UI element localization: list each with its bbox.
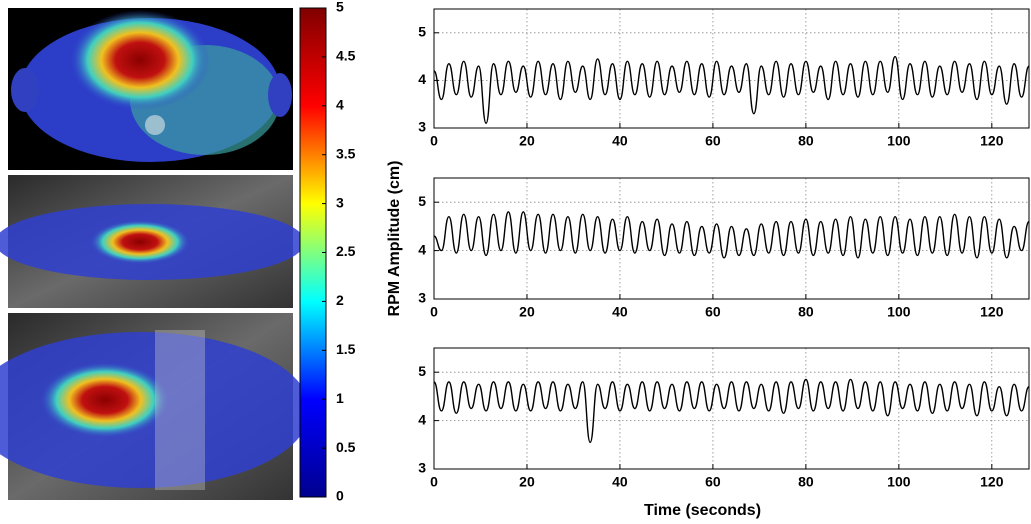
- colorbar-tick-label: 3: [336, 194, 344, 210]
- x-tick-label: 0: [430, 133, 438, 149]
- x-tick-label: 80: [798, 304, 814, 320]
- plot-area: [434, 178, 1029, 299]
- colorbar: [299, 7, 327, 498]
- y-tick-label: 3: [418, 290, 426, 306]
- colorbar-tick-label: 0: [336, 488, 344, 504]
- x-axis-label: Time (seconds): [644, 502, 761, 519]
- signal-line: [433, 211, 1030, 259]
- x-tick-label: 60: [705, 133, 721, 149]
- x-tick-label: 100: [887, 474, 911, 490]
- y-tick-label: 4: [418, 241, 426, 257]
- plot-frame: [433, 347, 1030, 470]
- colorbar-tick-label: 5: [336, 0, 344, 15]
- x-tick-label: 60: [705, 304, 721, 320]
- colorbar-tick-label: 2: [336, 292, 344, 308]
- x-tick-label: 120: [980, 133, 1004, 149]
- y-tick-label: 3: [418, 119, 426, 135]
- plot-area: [434, 9, 1029, 128]
- x-tick-label: 40: [612, 474, 628, 490]
- x-tick-label: 60: [705, 474, 721, 490]
- y-tick-label: 5: [418, 193, 426, 209]
- x-tick-label: 100: [887, 304, 911, 320]
- x-tick-label: 120: [980, 304, 1004, 320]
- x-tick-label: 120: [980, 474, 1004, 490]
- x-tick-label: 80: [798, 133, 814, 149]
- colorbar-tick-label: 3.5: [336, 145, 356, 161]
- x-tick-label: 20: [519, 474, 535, 490]
- x-tick-label: 20: [519, 133, 535, 149]
- colorbar-tick-label: 0.5: [336, 439, 356, 455]
- signal-line: [433, 55, 1030, 124]
- plot-frame: [433, 8, 1030, 129]
- colorbar-tick-label: 1.5: [336, 341, 356, 357]
- y-tick-label: 5: [418, 363, 426, 379]
- colorbar-tick-label: 4.5: [336, 48, 356, 64]
- y-tick-label: 4: [418, 71, 426, 87]
- plot-area: [434, 348, 1029, 469]
- x-tick-label: 20: [519, 304, 535, 320]
- x-tick-label: 40: [612, 133, 628, 149]
- x-tick-label: 100: [887, 133, 911, 149]
- image-coronal: [0, 175, 305, 308]
- y-tick-label: 5: [418, 24, 426, 40]
- y-axis-label: RPM Amplitude (cm): [386, 161, 403, 317]
- colorbar-tick-label: 1: [336, 390, 344, 406]
- x-tick-label: 0: [430, 304, 438, 320]
- x-tick-label: 40: [612, 304, 628, 320]
- y-tick-label: 4: [418, 411, 426, 427]
- colorbar-tick-label: 4: [336, 97, 344, 113]
- image-axial: [8, 8, 293, 170]
- x-tick-label: 80: [798, 474, 814, 490]
- colorbar-tick-label: 2.5: [336, 243, 356, 259]
- image-sagittal: [0, 313, 310, 500]
- plot-frame: [433, 177, 1030, 300]
- signal-line: [433, 378, 1030, 444]
- y-tick-label: 3: [418, 460, 426, 476]
- x-tick-label: 0: [430, 474, 438, 490]
